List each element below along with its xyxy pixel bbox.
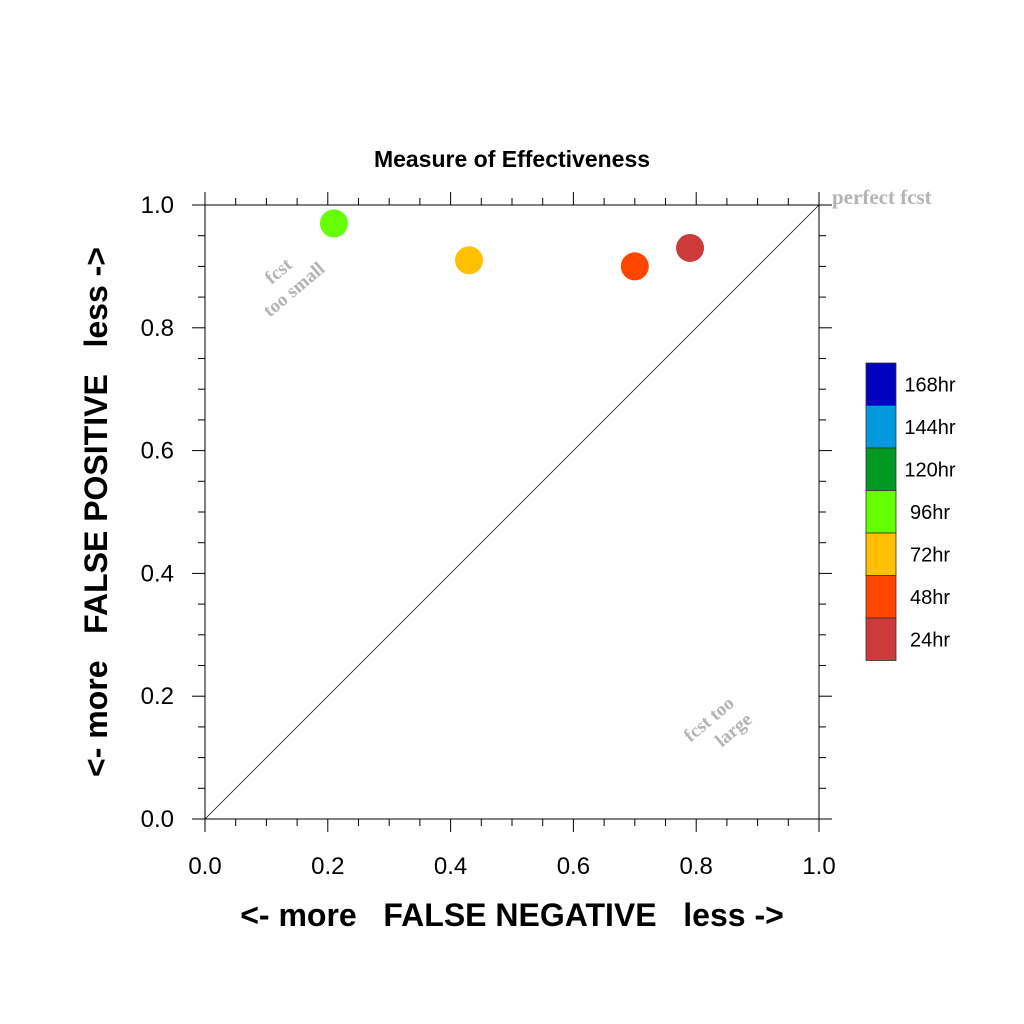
x-tick-label: 0.2	[311, 853, 344, 880]
legend-swatch-24hr	[865, 617, 897, 661]
legend-label-168hr: 168hr	[904, 374, 955, 396]
y-tick-label: 0.6	[141, 438, 174, 465]
too-large-annotation: fcst too large	[680, 693, 756, 752]
legend-swatch-96hr	[865, 490, 897, 534]
legend-label-120hr: 120hr	[904, 459, 955, 481]
y-tick-label: 0.4	[141, 560, 174, 587]
data-point-96hr	[319, 209, 348, 238]
legend-label-96hr: 96hr	[910, 502, 950, 524]
legend-swatch-144hr	[865, 405, 897, 449]
too-small-annotation: fcst too small	[259, 254, 329, 322]
y-tick-label: 0.2	[141, 683, 174, 710]
legend-swatch-72hr	[865, 532, 897, 576]
perfect-fcst-annotation: perfect fcst	[832, 185, 932, 209]
legend-label-72hr: 72hr	[910, 544, 950, 566]
x-tick-label: 0.4	[434, 853, 467, 880]
legend-swatch-120hr	[865, 447, 897, 491]
diagonal-line	[204, 204, 820, 820]
y-tick-label: 0.0	[141, 806, 174, 833]
legend-swatch-48hr	[865, 575, 897, 619]
data-point-48hr	[620, 252, 649, 281]
legend-label-144hr: 144hr	[904, 417, 955, 439]
legend-swatch-168hr	[865, 362, 897, 406]
x-tick-label: 1.0	[802, 853, 835, 880]
legend-label-48hr: 48hr	[910, 587, 950, 609]
y-tick-label: 1.0	[141, 192, 174, 219]
chart-title: Measure of Effectiveness	[374, 146, 650, 172]
data-points	[319, 209, 705, 281]
legend-label-24hr: 24hr	[910, 629, 950, 651]
data-point-24hr	[676, 233, 705, 262]
legend: 168hr 144hr 120hr 96hr 72hr 48hr 24hr	[865, 362, 956, 661]
x-axis-label: <- more FALSE NEGATIVE less ->	[240, 897, 784, 933]
tick-labels: 0.0 0.2 0.4 0.6 0.8 1.0 0.0 0.2 0.4 0.6 0.8 1.0	[141, 192, 836, 880]
x-tick-label: 0.0	[188, 853, 221, 880]
x-tick-label: 0.6	[557, 853, 590, 880]
y-tick-label: 0.8	[141, 315, 174, 342]
y-axis-label: <- more FALSE POSITIVE less ->	[78, 247, 114, 777]
x-tick-label: 0.8	[680, 853, 713, 880]
data-point-72hr	[455, 246, 484, 275]
ticks	[192, 192, 832, 832]
